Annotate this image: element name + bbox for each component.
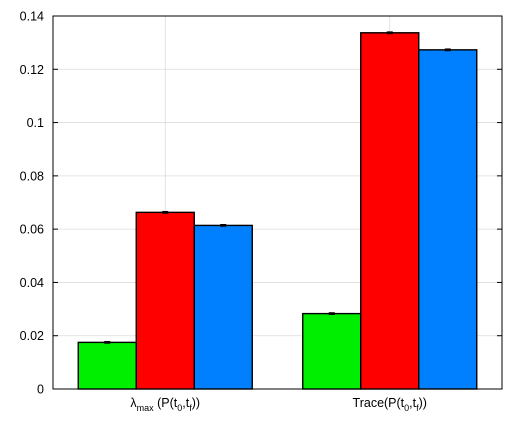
y-tick-label: 0.06 xyxy=(20,223,44,237)
x-tick-label-subscript: 0 xyxy=(177,403,182,413)
x-tick-label-subscript: max xyxy=(137,403,155,413)
bar xyxy=(135,211,195,390)
x-tick-label-part: (P(t xyxy=(154,396,178,410)
bar xyxy=(360,32,420,390)
y-tick-label: 0.04 xyxy=(20,276,44,290)
plot-frame xyxy=(52,15,503,390)
bar xyxy=(77,341,137,390)
y-tick-label: 0.1 xyxy=(27,116,44,130)
y-tick-label: 0.02 xyxy=(20,329,44,343)
x-tick-label-subscript: f xyxy=(189,403,192,413)
grid-layer xyxy=(53,16,502,389)
bar xyxy=(302,312,362,390)
x-tick-label-subscript: 0 xyxy=(404,403,409,413)
x-tick-label: λmax (P(t0,tf)) xyxy=(130,396,200,413)
x-tick-label-part: Trace(P(t xyxy=(353,396,405,410)
y-tick-label: 0.14 xyxy=(20,10,44,24)
x-tick-label-subscript: f xyxy=(416,403,419,413)
bar xyxy=(193,224,253,390)
x-tick-label: Trace(P(t0,tf)) xyxy=(353,396,427,413)
y-tick-label: 0.12 xyxy=(20,63,44,77)
bar-layer xyxy=(77,31,478,390)
x-tick-label-part: λ xyxy=(130,396,137,410)
y-tick-label: 0 xyxy=(37,383,44,397)
axis-layer xyxy=(52,15,503,390)
x-tick-label-part: )) xyxy=(419,396,427,410)
x-tick-label-part: ,t xyxy=(409,396,416,410)
x-tick-label-part: )) xyxy=(192,396,200,410)
y-tick-label: 0.08 xyxy=(20,169,44,183)
bar xyxy=(418,49,478,390)
x-tick-label-part: ,t xyxy=(182,396,189,410)
